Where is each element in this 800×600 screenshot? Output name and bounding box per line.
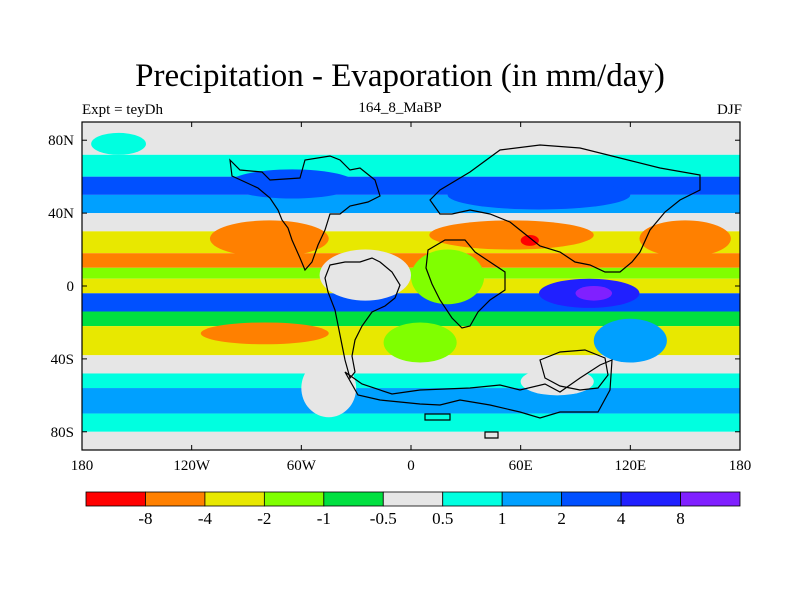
- field-band-15: [82, 413, 740, 432]
- field-patch-8: [575, 286, 613, 301]
- period-label: 164_8_MaBP: [358, 100, 442, 116]
- x-tick-label-1: 120W: [173, 458, 211, 474]
- field-patch-12: [228, 169, 357, 199]
- field-patch-5: [429, 220, 594, 250]
- field-patch-2: [200, 322, 329, 345]
- field-band-12: [82, 355, 740, 374]
- coastline-south-america: [324, 257, 401, 380]
- colorbar-label-9: 8: [676, 509, 685, 528]
- field-band-6: [82, 253, 740, 268]
- colorbar-swatch-3: [263, 491, 325, 507]
- colorbar-swatch-5: [382, 491, 444, 507]
- colorbar-label-8: 4: [617, 509, 626, 528]
- colorbar-label-0: -8: [138, 509, 152, 528]
- colorbar-swatch-6: [442, 491, 503, 507]
- field-band-10: [82, 311, 740, 327]
- coastline-africa: [425, 239, 506, 329]
- colorbar-swatch-4: [323, 491, 384, 507]
- y-tick-label-3: 40S: [51, 352, 74, 368]
- coastline-australia: [539, 349, 609, 391]
- y-tick-label-0: 80N: [48, 133, 74, 149]
- colorbar-label-5: 0.5: [432, 509, 453, 528]
- colorbar-label-3: -1: [317, 509, 331, 528]
- coastline-antarctica: [344, 359, 613, 419]
- field-patch-13: [447, 180, 631, 210]
- colorbar-swatch-10: [680, 491, 741, 507]
- field-patch-4: [411, 249, 485, 305]
- field-band-1: [82, 154, 740, 177]
- colorbar-label-4: -0.5: [370, 509, 397, 528]
- field-band-16: [82, 431, 740, 450]
- colorbar-swatch-2: [204, 491, 265, 507]
- field-patch-0: [209, 220, 329, 257]
- x-tick-label-0: 180: [71, 458, 94, 474]
- coastline-north-america: [229, 155, 381, 272]
- x-tick-label-6: 180: [729, 458, 752, 474]
- field-band-2: [82, 176, 740, 195]
- field-band-14: [82, 388, 740, 414]
- colorbar-label-2: -2: [257, 509, 271, 528]
- field-patch-11: [520, 368, 594, 396]
- field-patch-15: [91, 132, 146, 155]
- colorbar-label-7: 2: [557, 509, 566, 528]
- colorbar-swatch-8: [561, 491, 622, 507]
- field-band-3: [82, 194, 740, 214]
- experiment-label: Expt = teyDh: [82, 102, 163, 118]
- colorbar-swatch-0: [85, 491, 146, 507]
- field-patch-1: [639, 220, 731, 257]
- field-band-0: [82, 122, 740, 155]
- field-patch-9: [593, 318, 667, 363]
- colorbar-swatch-1: [145, 491, 206, 507]
- axes: 180 120W 60W 0 60E 120E 180 80N 40N 0 40S 80S: [48, 122, 751, 474]
- x-tick-label-4: 60E: [509, 458, 533, 474]
- field-band-7: [82, 267, 740, 279]
- coastlines: [229, 144, 701, 439]
- coastline-eurasia: [429, 144, 701, 273]
- y-tick-label-4: 80S: [51, 425, 74, 441]
- field-band-13: [82, 373, 740, 389]
- colorbar-label-1: -4: [198, 509, 213, 528]
- season-label: DJF: [716, 102, 742, 118]
- colorbar: -8 -4 -2 -1 -0.5 0.5 1 2 4 8: [85, 491, 741, 528]
- colorbar-swatch-9: [620, 491, 681, 507]
- colorbar-label-6: 1: [498, 509, 507, 528]
- field-patch-14: [383, 322, 457, 363]
- field-band-4: [82, 213, 740, 232]
- field-patch-10: [301, 358, 357, 418]
- map-field: [82, 122, 740, 450]
- x-tick-label-2: 60W: [287, 458, 317, 474]
- y-tick-label-1: 40N: [48, 206, 74, 222]
- x-tick-label-5: 120E: [614, 458, 646, 474]
- y-tick-label-2: 0: [67, 279, 75, 295]
- coastline-islands: [424, 413, 499, 439]
- chart-title: Precipitation - Evaporation (in mm/day): [135, 58, 665, 94]
- field-band-9: [82, 293, 740, 312]
- field-band-8: [82, 278, 740, 294]
- field-patch-6: [520, 234, 539, 246]
- x-tick-label-3: 0: [407, 458, 415, 474]
- colorbar-swatch-7: [501, 491, 563, 507]
